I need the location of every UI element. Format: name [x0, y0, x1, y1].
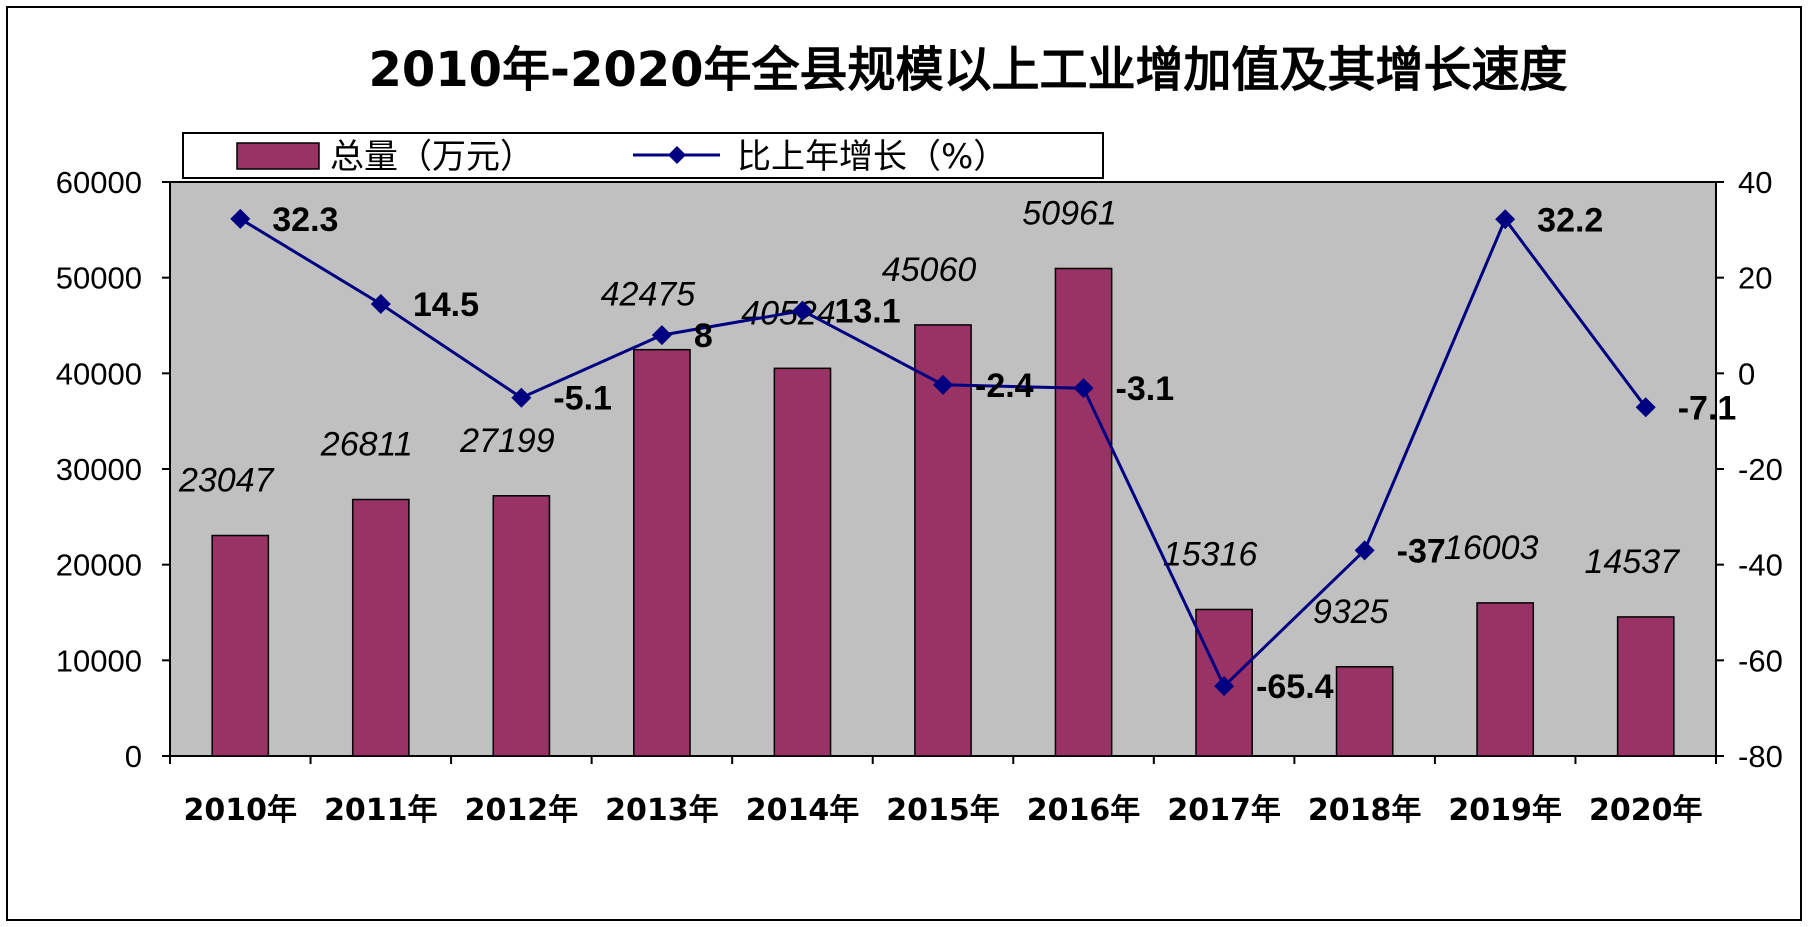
bar-5 — [914, 324, 972, 757]
left-tick-label-5: 10000 — [56, 643, 142, 678]
line-label-4: 13.1 — [834, 293, 900, 331]
x-tick-label-4: 2014年 — [746, 793, 860, 828]
line-marker-1 — [370, 293, 391, 314]
right-tick-label-2: 0 — [1738, 356, 1755, 391]
x-tick-label-0: 2010年 — [184, 793, 298, 828]
line-label-9: 32.2 — [1537, 201, 1603, 239]
legend-bar-label: 总量（万元） — [330, 137, 534, 177]
x-tick-label-10: 2020年 — [1589, 793, 1703, 828]
line-marker-7 — [1214, 676, 1235, 697]
left-tick-label-2: 40000 — [56, 356, 142, 391]
bar-10 — [1616, 616, 1675, 757]
bar-label-5: 45060 — [882, 251, 977, 289]
line-markers — [230, 208, 1656, 697]
line-marker-8 — [1354, 540, 1375, 561]
line-marker-10 — [1635, 397, 1656, 418]
bars — [211, 267, 1675, 757]
line-label-6: -3.1 — [1116, 370, 1175, 408]
x-tick-label-9: 2019年 — [1448, 793, 1562, 828]
right-tick-label-3: -20 — [1738, 452, 1783, 487]
line-label-8: -37 — [1397, 532, 1446, 570]
axes: 600005000040000300002000010000040200-20-… — [56, 165, 1783, 828]
legend-line-label: 比上年增长（%） — [737, 137, 1007, 177]
right-tick-label-1: 20 — [1738, 261, 1772, 296]
line-marker-5 — [933, 374, 953, 395]
line-label-3: 8 — [694, 317, 713, 355]
line-marker-6 — [1073, 378, 1094, 399]
left-tick-label-6: 0 — [125, 739, 142, 774]
line-label-1: 14.5 — [413, 286, 479, 324]
line-marker-3 — [651, 325, 672, 346]
bar-1 — [351, 498, 410, 757]
line-labels: 32.3 14.5 -5.1 8 13.1 -2.4 -3.1 -65.4 -37 32.2 -7.… — [272, 201, 1736, 706]
left-tick-label-3: 30000 — [56, 452, 142, 487]
bar-label-3: 42475 — [601, 276, 696, 314]
line-marker-0 — [230, 208, 251, 229]
bar-6 — [1054, 267, 1113, 757]
bar-label-8: 9325 — [1313, 593, 1389, 631]
left-tick-label-4: 20000 — [56, 548, 142, 583]
right-tick-label-4: -40 — [1738, 548, 1783, 583]
left-tick-label-0: 60000 — [56, 165, 142, 200]
bar-label-2: 27199 — [459, 422, 555, 460]
legend: 总量（万元） 比上年增长（%） — [182, 132, 1104, 179]
bar-label-1: 26811 — [320, 426, 413, 464]
x-tick-label-1: 2011年 — [324, 793, 438, 828]
bar-label-6: 50961 — [1022, 194, 1117, 232]
bar-9 — [1476, 602, 1535, 757]
x-tick-label-6: 2016年 — [1027, 793, 1141, 828]
bar-3 — [633, 348, 691, 757]
line-label-2: -5.1 — [553, 380, 612, 418]
bar-2 — [492, 495, 551, 757]
right-tick-label-5: -60 — [1738, 643, 1783, 678]
bar-8 — [1335, 666, 1394, 757]
x-tick-label-7: 2017年 — [1167, 793, 1281, 828]
x-tick-label-2: 2012年 — [465, 793, 579, 828]
x-tick-label-3: 2013年 — [605, 793, 719, 828]
right-tick-label-6: -80 — [1738, 739, 1783, 774]
chart-title: 2010年-2020年全县规模以上工业增加值及其增长速度 — [368, 42, 1567, 98]
line-label-7: -65.4 — [1256, 668, 1334, 706]
left-tick-label-1: 50000 — [56, 261, 142, 296]
bar-label-9: 16003 — [1444, 529, 1539, 567]
line-marker-4 — [792, 300, 813, 321]
x-tick-label-5: 2015年 — [886, 793, 1000, 828]
bar-label-0: 23047 — [178, 462, 275, 500]
line-marker-9 — [1495, 209, 1516, 230]
line-marker-2 — [511, 387, 532, 408]
line-label-10: -7.1 — [1678, 389, 1737, 427]
bar-0 — [211, 534, 270, 757]
x-tick-label-8: 2018年 — [1308, 793, 1422, 828]
bar-label-7: 15316 — [1163, 535, 1258, 573]
line-label-0: 32.3 — [272, 201, 338, 239]
bar-label-10: 14537 — [1584, 543, 1680, 581]
right-tick-label-0: 40 — [1738, 165, 1772, 200]
legend-line-marker — [668, 146, 686, 164]
legend-bar-swatch — [236, 142, 320, 170]
line-label-5: -2.4 — [975, 367, 1034, 405]
bar-4 — [773, 367, 832, 757]
